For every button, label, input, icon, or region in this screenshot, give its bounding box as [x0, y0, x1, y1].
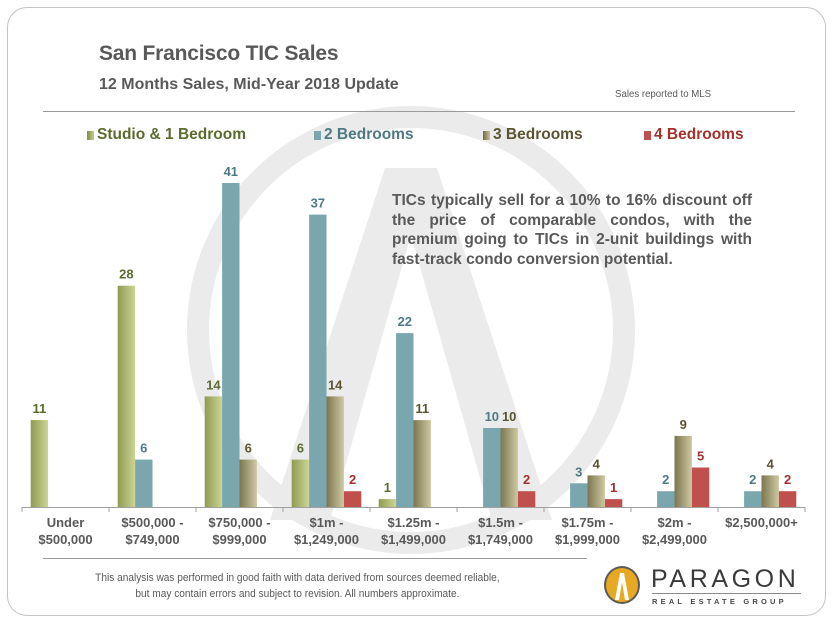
bar-three_bed-5: [500, 428, 518, 507]
bar-four_bed-6: [604, 499, 623, 507]
legend-swatch-studio: [87, 130, 94, 140]
chart-subtitle: 12 Months Sales, Mid-Year 2018 Update: [99, 76, 399, 93]
bar-two_bed-4: [396, 333, 414, 507]
legend-label-three-bed: 3 Bedrooms: [493, 126, 583, 143]
x-tick-label-3: $1,249,000: [294, 532, 359, 547]
data-label-studio-3: 6: [297, 441, 304, 456]
bar-studio-4: [378, 499, 397, 507]
x-tick-label-6: $1.75m -: [561, 515, 613, 530]
data-label-three_bed-3: 14: [328, 377, 343, 392]
annotation-text: TICs typically sell for a 10% to 16% dis…: [392, 192, 752, 268]
x-tick-label-3: $1m -: [310, 515, 344, 530]
bars-layer: [30, 183, 797, 507]
legend-item-four-bed: 4 Bedrooms: [644, 126, 744, 144]
x-tick-label-0: $500,000: [38, 532, 92, 547]
bar-three_bed-4: [413, 420, 431, 507]
data-label-four_bed-3: 2: [349, 472, 356, 487]
data-label-four_bed-8: 2: [784, 472, 791, 487]
disclaimer-text: This analysis was performed in good fait…: [95, 572, 500, 600]
x-tick-label-7: $2m -: [658, 515, 692, 530]
chart-title: San Francisco TIC Sales: [99, 42, 339, 65]
legend-label-studio: Studio & 1 Bedroom: [97, 126, 246, 143]
data-label-four_bed-5: 2: [523, 472, 530, 487]
chart-legend: Studio & 1 Bedroom 2 Bedrooms 3 Bedrooms…: [0, 126, 835, 146]
bar-four_bed-5: [517, 491, 536, 507]
bar-four_bed-8: [778, 491, 797, 507]
data-label-three_bed-6: 4: [593, 456, 601, 471]
legend-item-studio: Studio & 1 Bedroom: [87, 126, 246, 144]
bar-four_bed-7: [691, 467, 710, 507]
data-label-studio-4: 1: [384, 480, 391, 495]
data-label-two_bed-1: 6: [140, 441, 147, 456]
data-label-two_bed-4: 22: [398, 314, 412, 329]
footer-divider: [43, 558, 587, 559]
data-label-studio-1: 28: [119, 267, 133, 282]
x-tick-label-7: $2,499,000: [642, 532, 707, 547]
paragon-logo-icon: [604, 566, 640, 604]
bar-studio-1: [117, 285, 136, 507]
data-label-studio-2: 14: [206, 377, 221, 392]
legend-label-four-bed: 4 Bedrooms: [654, 126, 744, 143]
bar-studio-3: [291, 459, 310, 507]
data-label-three_bed-7: 9: [680, 417, 687, 432]
x-tick-label-2: $750,000 -: [208, 515, 270, 530]
x-tick-label-5: $1.5m -: [478, 515, 523, 530]
x-tick-label-1: $500,000 -: [121, 515, 183, 530]
header-divider: [43, 111, 795, 112]
data-label-studio-0: 11: [33, 401, 47, 416]
x-tick-label-6: $1,999,000: [555, 532, 620, 547]
bar-three_bed-2: [239, 459, 257, 507]
bar-two_bed-1: [135, 459, 153, 507]
x-tick-label-4: $1,499,000: [381, 532, 446, 547]
legend-item-two-bed: 2 Bedrooms: [314, 126, 414, 144]
data-label-two_bed-5: 10: [485, 409, 499, 424]
logo-wordmark: PARAGON: [651, 565, 800, 593]
bar-two_bed-2: [222, 183, 240, 507]
logo-rule: [652, 593, 801, 594]
legend-swatch-four-bed: [644, 130, 651, 140]
data-label-three_bed-8: 4: [767, 456, 775, 471]
legend-label-two-bed: 2 Bedrooms: [324, 126, 414, 143]
logo-tagline: REAL ESTATE GROUP: [652, 597, 787, 606]
source-note: Sales reported to MLS: [615, 88, 712, 100]
x-tick-label-0: Under: [47, 515, 85, 530]
data-label-two_bed-6: 3: [575, 464, 582, 479]
x-tick-label-5: $1,749,000: [468, 532, 533, 547]
data-label-four_bed-7: 5: [697, 449, 704, 464]
bar-two_bed-6: [570, 483, 588, 507]
paragon-logo: PARAGON REAL ESTATE GROUP: [604, 565, 804, 608]
x-tick-label-8: $2,500,000+: [725, 515, 798, 530]
x-tick-label-1: $749,000: [125, 532, 179, 547]
legend-item-three-bed: 3 Bedrooms: [483, 126, 583, 144]
bar-two_bed-7: [657, 491, 675, 507]
legend-swatch-two-bed: [314, 130, 321, 140]
bar-studio-0: [30, 420, 49, 507]
bar-three_bed-7: [674, 435, 692, 507]
bar-three_bed-6: [587, 475, 605, 507]
bar-three_bed-3: [326, 396, 344, 507]
data-label-three_bed-2: 6: [245, 441, 252, 456]
bar-studio-2: [204, 396, 223, 507]
x-tick-label-2: $999,000: [212, 532, 266, 547]
data-label-two_bed-7: 2: [662, 472, 669, 487]
data-label-two_bed-2: 41: [224, 164, 238, 179]
bar-two_bed-5: [483, 428, 501, 507]
data-label-three_bed-4: 11: [415, 401, 429, 416]
bar-three_bed-8: [761, 475, 779, 507]
bar-two_bed-3: [309, 214, 327, 507]
bar-four_bed-3: [343, 491, 362, 507]
data-label-four_bed-6: 1: [610, 480, 617, 495]
legend-swatch-three-bed: [483, 130, 490, 140]
data-label-two_bed-8: 2: [749, 472, 756, 487]
data-label-three_bed-5: 10: [502, 409, 516, 424]
x-axis: Under $500,000 $500,000 - $749,000 $750,000 …: [21, 507, 806, 547]
x-tick-label-4: $1.25m -: [387, 515, 439, 530]
data-label-two_bed-3: 37: [311, 196, 325, 211]
bar-two_bed-8: [744, 491, 762, 507]
